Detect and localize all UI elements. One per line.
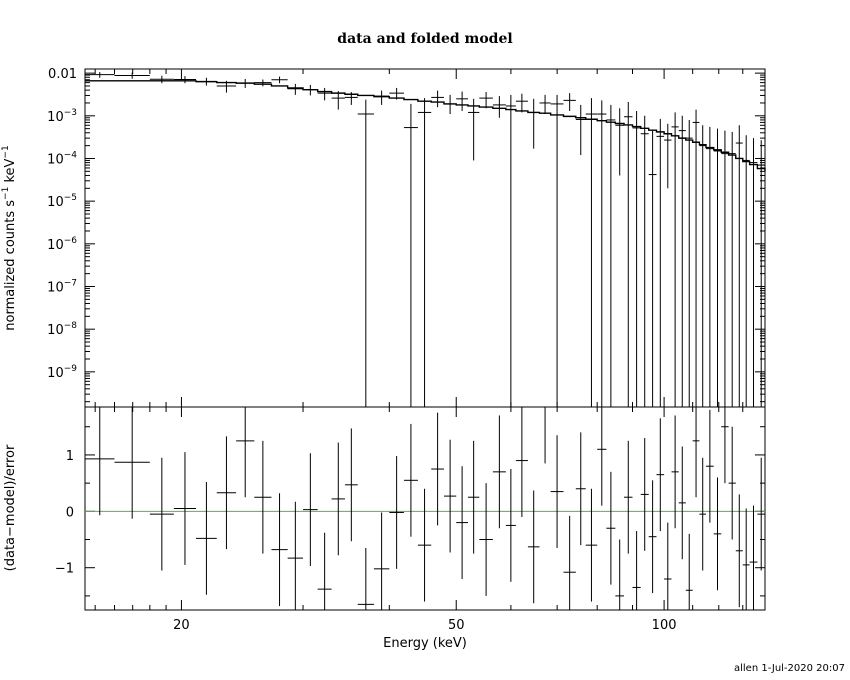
top-y-tick-label: 10−8 bbox=[47, 321, 77, 338]
bottom-panel: 1 0 −1 (data−model)/error bbox=[3, 406, 766, 611]
top-y-tick-label: 0.01 bbox=[48, 67, 77, 82]
top-y-tick-label: 10−6 bbox=[47, 236, 77, 253]
bottom-y-tick-label: −1 bbox=[55, 562, 74, 577]
footer-timestamp: allen 1-Jul-2020 20:07 bbox=[734, 663, 845, 674]
data-points bbox=[85, 72, 765, 407]
top-y-tick-label: 10−3 bbox=[47, 108, 77, 125]
x-tick-label: 20 bbox=[173, 618, 190, 633]
x-tick-label: 50 bbox=[448, 618, 465, 633]
bottom-y-axis: 1 0 −1 bbox=[55, 426, 765, 597]
top-y-axis-label: normalized counts s−1 keV−1 bbox=[1, 145, 18, 330]
residual-points bbox=[85, 406, 765, 610]
x-tick-label: 100 bbox=[652, 618, 677, 633]
x-axis: 20 50 100 bbox=[94, 69, 766, 633]
top-y-tick-label: 10−5 bbox=[47, 193, 77, 210]
bottom-y-tick-label: 1 bbox=[66, 449, 74, 464]
x-axis-label: Energy (keV) bbox=[383, 636, 467, 651]
bottom-y-tick-label: 0 bbox=[66, 505, 74, 520]
chart-title: data and folded model bbox=[337, 31, 512, 47]
top-y-tick-label: 10−9 bbox=[47, 364, 77, 381]
top-panel: 0.01 10−3 10−4 10−5 10−6 10−7 10−8 10−9 normali… bbox=[1, 67, 766, 408]
bottom-y-axis-label: (data−model)/error bbox=[3, 444, 18, 571]
bottom-panel-frame bbox=[84, 406, 766, 611]
top-y-tick-label: 10−7 bbox=[47, 278, 77, 295]
top-y-axis: 0.01 10−3 10−4 10−5 10−6 10−7 10−8 10−9 bbox=[47, 67, 765, 403]
top-y-tick-label: 10−4 bbox=[47, 150, 77, 167]
